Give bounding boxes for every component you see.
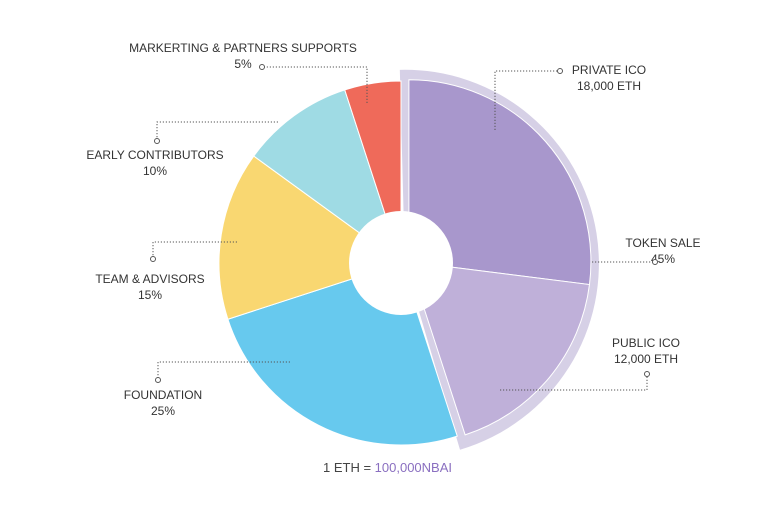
label-public-ico-line-1: PUBLIC ICO [612,336,680,350]
label-foundation-line-2: 25% [151,404,175,418]
donut-hole [349,211,453,315]
slice-early-contributors[interactable] [253,89,402,265]
label-foundation: FOUNDATION 25% [124,388,202,418]
label-early-contributors-leader-dot [154,138,160,144]
label-private-ico-line-2: 18,000 ETH [577,79,641,93]
label-team-and-advisors: TEAM & ADVISORS 15% [95,272,204,302]
label-markerting-and-partners-supports-line-2: 5% [234,57,252,71]
label-early-contributors-line-2: 10% [143,164,167,178]
label-public-ico: PUBLIC ICO 12,000 ETH [612,336,680,366]
label-markerting-and-partners-supports-line-1: MARKERTING & PARTNERS SUPPORTS [129,41,357,55]
label-team-and-advisors-leader-dot [150,256,156,262]
label-markerting-and-partners-supports-leader-dot [259,64,265,70]
label-token-sale-line-1: TOKEN SALE [625,236,700,250]
label-team-and-advisors-leader [152,241,237,259]
label-markerting-and-partners-supports: MARKERTING & PARTNERS SUPPORTS 5% [129,41,357,71]
label-private-ico-leader-dot [557,68,563,74]
label-private-ico-leader [494,70,560,130]
label-token-sale-leader-dot [652,259,658,265]
label-team-and-advisors-line-2: 15% [138,288,162,302]
exchange-rate-prefix: 1 ETH = [322,460,375,475]
label-private-ico-line-1: PRIVATE ICO [572,63,646,77]
exchange-rate: 1 ETH = 100,000NBAI [0,460,775,475]
label-public-ico-line-2: 12,000 ETH [614,352,678,366]
label-foundation-leader-dot [155,377,161,383]
label-private-ico: PRIVATE ICO 18,000 ETH [572,63,646,93]
label-markerting-and-partners-supports-leader [262,66,368,103]
label-foundation-line-1: FOUNDATION [124,388,202,402]
slice-private-ico[interactable] [408,79,592,286]
slice-team-and-advisors[interactable] [218,155,403,320]
label-early-contributors: EARLY CONTRIBUTORS 10% [86,148,223,178]
label-public-ico-leader [500,374,648,391]
slice-public-ico[interactable] [408,261,591,436]
label-foundation-leader [157,361,290,380]
label-token-sale: TOKEN SALE 45% [625,236,700,266]
exchange-rate-value: 100,000NBAI [374,460,452,475]
label-public-ico-leader-dot [644,371,650,377]
label-team-and-advisors-line-1: TEAM & ADVISORS [95,272,204,286]
label-early-contributors-line-1: EARLY CONTRIBUTORS [86,148,223,162]
label-early-contributors-leader [156,121,278,141]
